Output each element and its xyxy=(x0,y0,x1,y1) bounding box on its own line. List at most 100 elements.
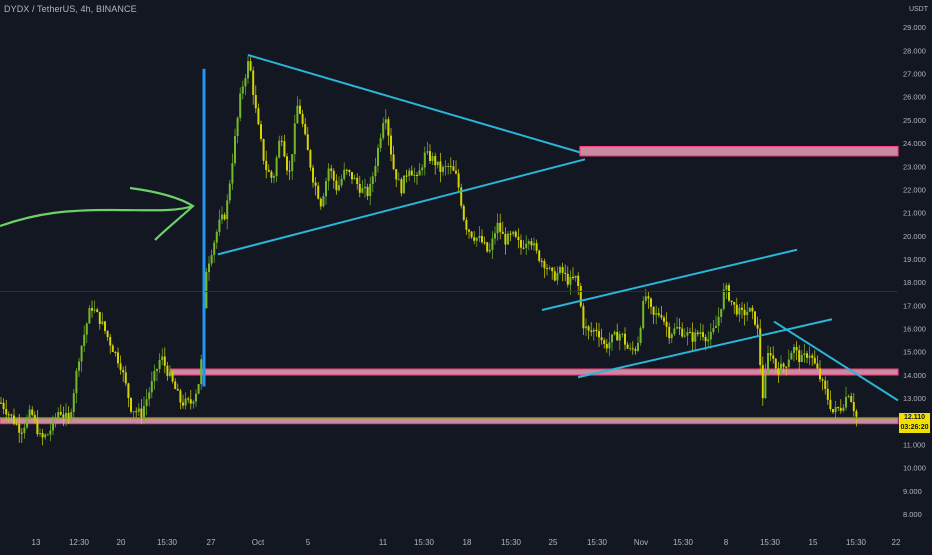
candle-body xyxy=(176,388,179,391)
candle-body xyxy=(369,183,372,197)
candle-body xyxy=(213,242,216,256)
candle-body xyxy=(743,309,746,316)
price-tick-label: 19.000 xyxy=(903,255,926,264)
candle-body xyxy=(655,313,658,315)
candle-body xyxy=(611,334,613,343)
trendline xyxy=(541,248,798,311)
candle-body xyxy=(286,156,288,171)
candle-body xyxy=(546,268,548,270)
candle-body xyxy=(158,360,161,370)
time-tick-label: 15 xyxy=(809,538,818,547)
candle-body xyxy=(200,359,203,385)
candle-body xyxy=(579,285,582,307)
candle-body xyxy=(834,407,837,413)
candle-body xyxy=(397,179,400,181)
candle-body xyxy=(382,123,385,139)
candle-body xyxy=(855,411,858,417)
candle-body xyxy=(442,167,444,172)
candle-body xyxy=(2,402,5,410)
candle-body xyxy=(148,392,151,400)
candle-body xyxy=(678,327,681,329)
candle-body xyxy=(174,381,177,389)
candle-body xyxy=(501,231,504,234)
support-zone xyxy=(579,145,899,157)
candle-body xyxy=(733,302,736,305)
candle-body xyxy=(322,196,325,207)
candle-body xyxy=(150,381,153,393)
candle-body xyxy=(137,408,140,412)
price-tick-label: 26.000 xyxy=(903,93,926,102)
trendline xyxy=(247,54,581,154)
candle-body xyxy=(574,275,577,279)
candle-body xyxy=(39,433,41,435)
price-axis[interactable]: 29.000 28.000 27.000 26.000 25.000 24.000 23.0… xyxy=(903,23,926,519)
candle-body xyxy=(338,185,340,191)
candle-body xyxy=(556,272,559,281)
candle-body xyxy=(210,255,213,264)
time-axis[interactable]: 13 12:30 20 15:30 27 Oct 5 11 15:30 18 15:30 25 15:3… xyxy=(32,538,901,547)
candle-body xyxy=(291,154,294,171)
candle-body xyxy=(535,243,538,251)
candle-body xyxy=(795,346,798,351)
candle-body xyxy=(57,412,60,418)
candle-body xyxy=(559,267,561,273)
candle-body xyxy=(712,328,715,332)
candle-body xyxy=(748,307,751,312)
candle-body xyxy=(803,353,806,356)
candle-body xyxy=(839,408,842,411)
candle-body xyxy=(460,187,463,206)
candle-body xyxy=(665,321,668,327)
candle-body xyxy=(852,402,855,412)
candle-body xyxy=(564,272,567,274)
candle-body xyxy=(26,417,28,428)
arrow-shaft xyxy=(0,204,194,228)
candle-body xyxy=(730,300,733,303)
candle-body xyxy=(491,238,494,250)
candle-body xyxy=(169,372,171,376)
candle-body xyxy=(392,154,395,170)
candle-body xyxy=(283,141,286,157)
candle-body xyxy=(301,113,304,124)
candle-body xyxy=(247,61,249,79)
candle-body xyxy=(358,183,361,193)
candle-body xyxy=(637,342,639,351)
time-tick-label: 18 xyxy=(463,538,472,547)
candle-body xyxy=(218,219,221,232)
candle-body xyxy=(10,414,13,416)
candle-body xyxy=(416,174,418,176)
time-tick-label: 25 xyxy=(549,538,558,547)
last-price-tag: 12.110 03:26:20 xyxy=(899,413,930,433)
time-tick-label: Nov xyxy=(634,538,648,547)
candle-body xyxy=(309,150,312,168)
candle-body xyxy=(351,172,353,180)
candle-body xyxy=(366,186,369,197)
candle-body xyxy=(832,409,834,413)
candle-body xyxy=(585,326,587,329)
candle-body xyxy=(806,353,808,358)
price-tick-label: 14.000 xyxy=(903,371,926,380)
time-tick-label: 15:30 xyxy=(587,538,608,547)
time-tick-label: 15:30 xyxy=(501,538,522,547)
candle-body xyxy=(332,170,335,181)
price-tick-label: 22.000 xyxy=(903,185,926,194)
candle-body xyxy=(421,167,424,171)
price-tick-label: 15.000 xyxy=(903,348,926,357)
candle-body xyxy=(434,155,437,166)
candle-body xyxy=(538,250,541,261)
candle-body xyxy=(759,328,762,366)
candle-body xyxy=(260,124,262,140)
candle-body xyxy=(514,231,517,237)
candle-body xyxy=(161,356,164,361)
candle-body xyxy=(452,166,455,171)
candle-body xyxy=(171,372,174,382)
price-unit-label: USDT xyxy=(908,6,928,13)
candle-body xyxy=(686,332,689,336)
drawings-layer xyxy=(0,54,899,420)
candle-body xyxy=(496,222,499,234)
candle-body xyxy=(418,170,421,176)
candle-body xyxy=(595,329,598,332)
support-zone xyxy=(0,417,899,425)
candle-body xyxy=(470,231,473,238)
